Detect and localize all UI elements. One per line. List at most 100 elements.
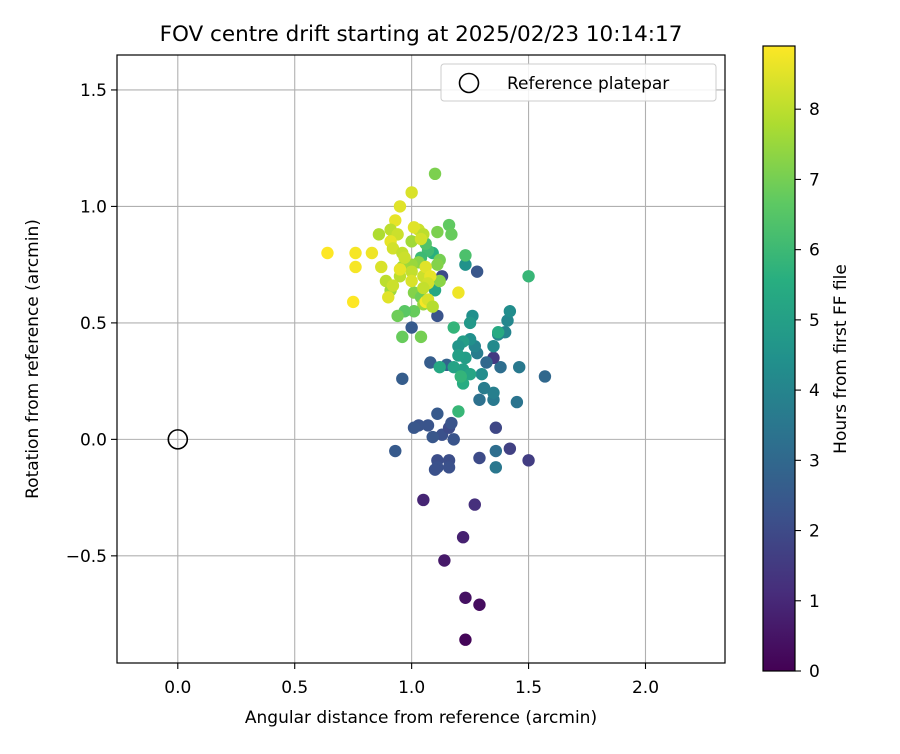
- data-point: [452, 405, 465, 418]
- data-point: [405, 274, 418, 288]
- data-point: [459, 633, 472, 646]
- data-point: [477, 381, 491, 395]
- plot-area: [116, 54, 726, 664]
- data-point: [438, 554, 451, 567]
- data-point: [386, 242, 400, 255]
- data-point: [468, 498, 481, 511]
- data-point: [522, 454, 535, 467]
- data-point: [487, 339, 500, 353]
- chart-title: FOV centre drift starting at 2025/02/23 …: [160, 22, 683, 47]
- x-tick-label: 0.0: [164, 678, 191, 698]
- data-point: [442, 218, 456, 232]
- data-point: [463, 316, 477, 330]
- data-point: [426, 300, 439, 313]
- data-point: [428, 167, 442, 181]
- data-point: [428, 463, 442, 476]
- data-point: [396, 330, 409, 344]
- data-point: [349, 260, 362, 274]
- x-tick-label: 0.5: [281, 678, 308, 698]
- data-point: [491, 326, 505, 339]
- data-point: [445, 228, 458, 241]
- data-point: [417, 281, 430, 295]
- data-point: [346, 295, 360, 309]
- data-point: [417, 493, 430, 507]
- data-point: [431, 225, 444, 239]
- data-point: [459, 249, 472, 262]
- y-axis-ticks: −0.5 0.0 0.5 1.0 1.5: [66, 81, 117, 567]
- data-point: [405, 186, 418, 199]
- colorbar-tick-label: 0: [809, 662, 820, 682]
- data-point: [407, 221, 421, 234]
- legend-box: [440, 63, 717, 102]
- data-point: [431, 309, 444, 323]
- data-point: [391, 309, 404, 323]
- data-point: [447, 433, 460, 446]
- colorbar: 0 1 2 3 4 5 6 7 8 Hours from first FF file: [762, 45, 851, 682]
- data-point: [463, 367, 477, 381]
- data-point: [431, 407, 444, 420]
- data-point: [454, 370, 467, 383]
- data-point: [389, 444, 402, 458]
- data-point: [487, 386, 500, 399]
- data-point: [349, 246, 362, 260]
- data-point: [459, 258, 472, 271]
- data-point: [489, 461, 503, 474]
- data-point: [513, 360, 526, 374]
- data-point: [375, 260, 388, 274]
- legend-label: Reference platepar: [507, 74, 669, 94]
- data-point: [473, 598, 486, 611]
- data-point: [473, 393, 486, 406]
- colorbar-tick-label: 8: [809, 100, 820, 120]
- data-point: [433, 274, 446, 288]
- data-point: [452, 339, 465, 353]
- x-tick-label: 1.5: [515, 678, 542, 698]
- data-point: [489, 444, 503, 458]
- data-point: [393, 263, 407, 276]
- y-tick-label: 1.5: [80, 81, 107, 101]
- data-point: [386, 279, 400, 292]
- x-axis-ticks: 0.0 0.5 1.0 1.5 2.0: [164, 663, 659, 698]
- data-point: [321, 246, 334, 260]
- data-point: [405, 321, 418, 334]
- colorbar-tick-label: 5: [809, 311, 820, 331]
- data-point: [405, 235, 418, 248]
- data-point: [433, 360, 446, 374]
- y-tick-label: −0.5: [66, 547, 107, 567]
- data-point: [393, 200, 407, 213]
- colorbar-tick-label: 4: [809, 381, 820, 401]
- x-tick-label: 1.0: [398, 678, 425, 698]
- data-point: [389, 214, 402, 227]
- data-point: [452, 349, 465, 362]
- data-point: [473, 451, 486, 465]
- colorbar-tick-label: 1: [809, 592, 820, 612]
- y-tick-label: 1.0: [80, 197, 107, 217]
- data-point: [510, 395, 524, 409]
- x-tick-label: 2.0: [632, 678, 659, 698]
- colorbar-tick-label: 6: [809, 241, 820, 261]
- plot-frame: [116, 54, 726, 664]
- colorbar-tick-label: 2: [809, 522, 820, 542]
- colorbar-ticks: 0 1 2 3 4 5 6 7 8: [795, 100, 820, 682]
- data-point: [365, 246, 379, 260]
- legend: Reference platepar: [440, 63, 717, 102]
- data-point: [503, 305, 517, 318]
- data-point: [414, 330, 428, 344]
- data-point: [503, 442, 517, 455]
- x-gridlines: [177, 55, 647, 663]
- data-point: [470, 265, 484, 278]
- colorbar-tick-label: 3: [809, 451, 820, 471]
- legend-marker: [458, 72, 480, 94]
- data-point: [522, 270, 535, 283]
- data-point: [414, 232, 428, 246]
- x-axis-label: Angular distance from reference (arcmin): [245, 708, 597, 728]
- data-point: [419, 260, 432, 274]
- data-point: [407, 421, 421, 434]
- data-point: [501, 314, 514, 327]
- colorbar-tick-label: 7: [809, 170, 820, 190]
- data-point: [445, 416, 458, 430]
- data-point: [424, 356, 437, 369]
- data-point: [459, 591, 472, 604]
- data-point: [447, 321, 460, 334]
- data-point: [431, 258, 444, 271]
